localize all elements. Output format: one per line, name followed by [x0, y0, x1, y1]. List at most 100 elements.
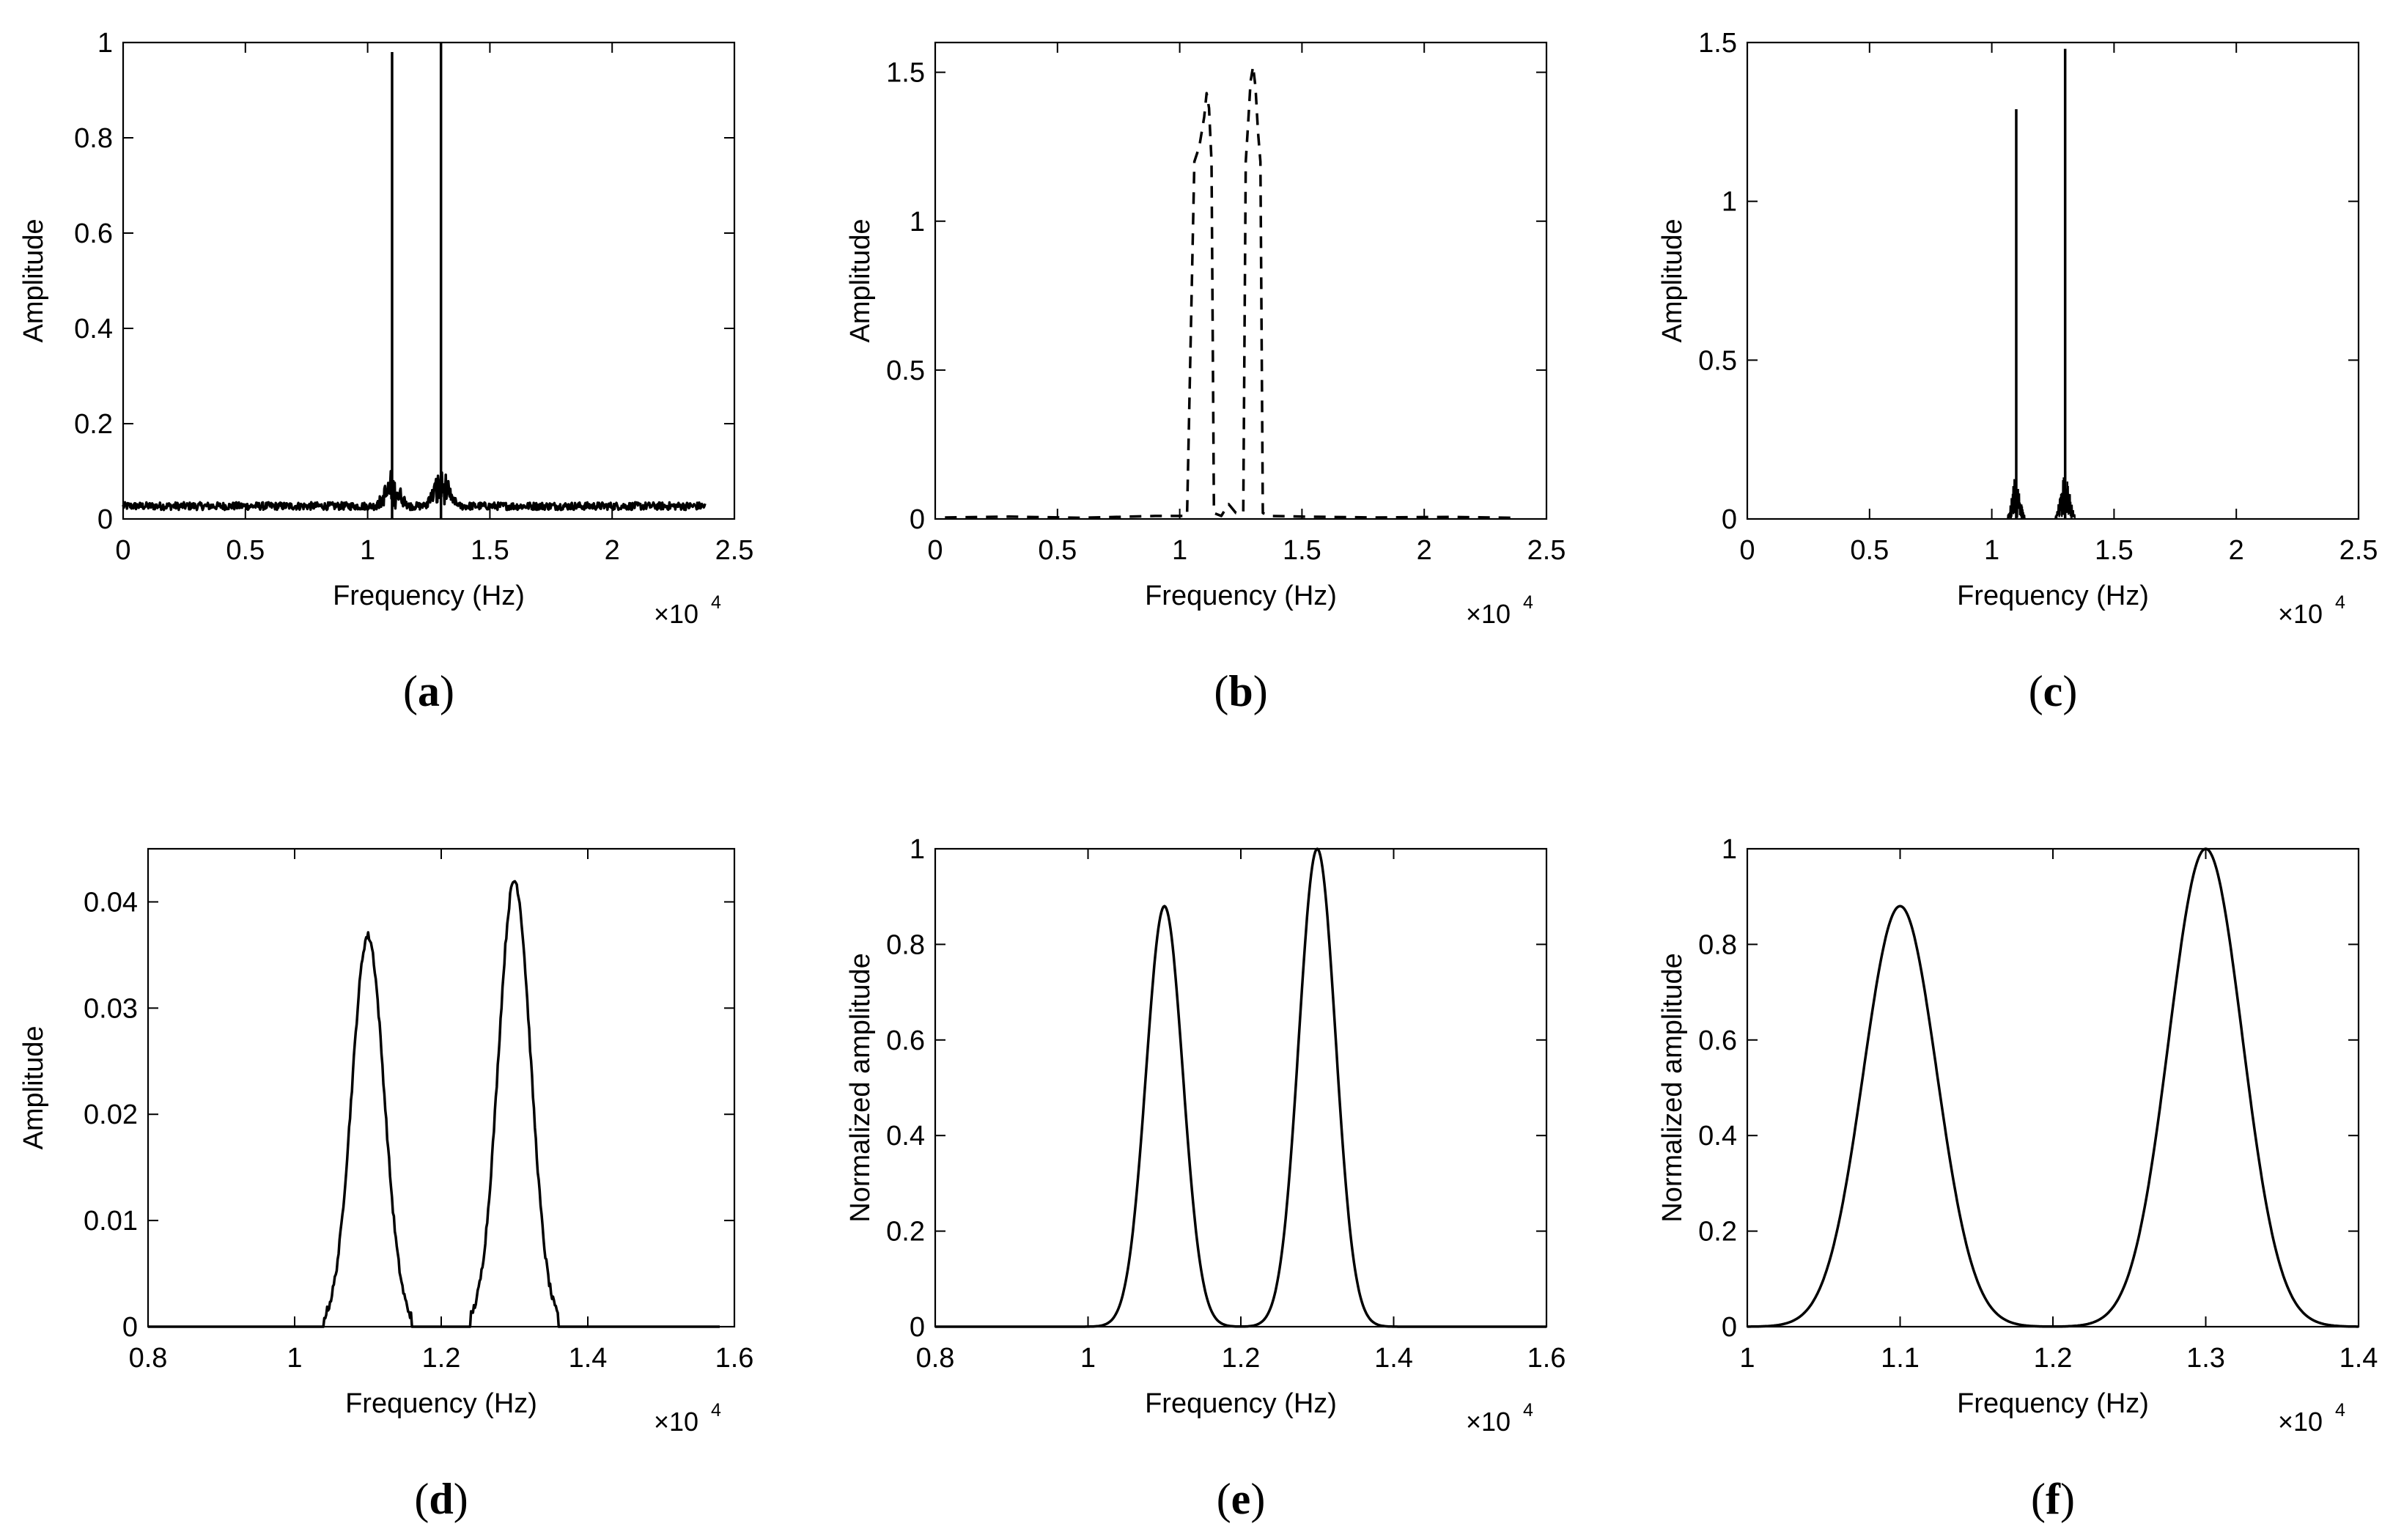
- series-line: [122, 470, 707, 512]
- panels: 0 0.5 1 1.5 2 2.5 0 0.2 0.4 0.6 0.8 1 Frequency (Hz)…: [18, 28, 2378, 1523]
- x-tick-label: 1.4: [1374, 1343, 1413, 1374]
- x-axis-exponent-power: 4: [2335, 1400, 2345, 1421]
- caption-close-paren: ): [2060, 1475, 2075, 1523]
- x-tick-label: 1.2: [422, 1343, 461, 1374]
- x-tick-label: 1.3: [2186, 1343, 2225, 1374]
- x-tick-label: 1.4: [569, 1343, 608, 1374]
- panel-caption: (a): [403, 667, 454, 715]
- plot-frame: [1746, 41, 2360, 520]
- panel-caption: (e): [1217, 1475, 1266, 1523]
- x-axis-exponent-base: ×10: [654, 599, 698, 629]
- chart-panel-e: 0.8 1 1.2 1.4 1.6 0 0.2 0.4 0.6 0.8 1 Frequency (Hz…: [845, 834, 1566, 1523]
- x-axis-exponent-power: 4: [711, 592, 721, 613]
- x-tick-label: 1.6: [715, 1343, 754, 1374]
- y-tick-label: 0.6: [886, 1025, 925, 1056]
- y-tick-label: 0: [122, 1312, 138, 1343]
- x-axis-exponent-base: ×10: [1466, 1407, 1511, 1437]
- y-tick-label: 0.6: [74, 218, 113, 249]
- x-tick-label: 1: [1080, 1343, 1096, 1374]
- series-line: [147, 880, 720, 1328]
- x-tick-label: 1.1: [1881, 1343, 1920, 1374]
- plot-frame: [122, 41, 736, 520]
- x-tick-label: 0.5: [1038, 535, 1077, 566]
- y-tick-label: 0: [97, 504, 113, 535]
- x-tick-label: 1.6: [1527, 1343, 1566, 1374]
- caption-open-paren: (: [403, 667, 418, 715]
- x-tick-label: 2: [1417, 535, 1432, 566]
- x-tick-label: 1.2: [1222, 1343, 1261, 1374]
- x-tick-label: 2: [605, 535, 620, 566]
- series-line: [934, 847, 1547, 1328]
- y-tick-label: 0.5: [886, 355, 925, 386]
- y-tick-label: 1: [97, 28, 113, 59]
- x-tick-label: 1: [1984, 535, 1999, 566]
- x-tick-label: 0.8: [916, 1343, 955, 1374]
- x-tick-label: 1.5: [471, 535, 509, 566]
- x-axis-exponent-base: ×10: [654, 1407, 698, 1437]
- x-tick-label: 2.5: [1527, 535, 1566, 566]
- caption-open-paren: (: [2029, 667, 2043, 715]
- x-axis-exponent-power: 4: [1523, 1400, 1533, 1421]
- series-line: [1747, 847, 2359, 1328]
- caption-close-paren: ): [1250, 1475, 1265, 1523]
- y-tick-label: 1.5: [1698, 28, 1737, 59]
- caption-letter: e: [1231, 1475, 1251, 1523]
- x-tick-label: 0.8: [129, 1343, 168, 1374]
- x-axis-label: Frequency (Hz): [1145, 581, 1337, 611]
- x-axis-label: Frequency (Hz): [1145, 1388, 1337, 1419]
- y-tick-label: 0.01: [84, 1206, 138, 1237]
- y-tick-label: 1.5: [886, 58, 925, 89]
- x-axis-label: Frequency (Hz): [1957, 1388, 2149, 1419]
- chart-panel-c: 0 0.5 1 1.5 2 2.5 0 0.5 1 1.5 Frequency (Hz) Amplit…: [1657, 28, 2378, 715]
- caption-letter: f: [2046, 1475, 2061, 1523]
- y-tick-label: 1: [910, 207, 925, 237]
- x-tick-label: 1: [360, 535, 375, 566]
- caption-open-paren: (: [1214, 667, 1228, 715]
- panel-caption: (d): [414, 1475, 468, 1523]
- y-tick-label: 0.4: [74, 314, 113, 345]
- x-tick-label: 1.2: [2034, 1343, 2073, 1374]
- y-tick-label: 0.4: [886, 1121, 925, 1152]
- x-tick-label: 1.4: [2339, 1343, 2378, 1374]
- caption-open-paren: (: [2031, 1475, 2046, 1523]
- x-tick-label: 0: [115, 535, 130, 566]
- x-tick-label: 1: [1172, 535, 1187, 566]
- x-tick-label: 1.5: [1283, 535, 1321, 566]
- panel-caption: (f): [2031, 1475, 2075, 1523]
- caption-open-paren: (: [1217, 1475, 1231, 1523]
- x-axis-label: Frequency (Hz): [1957, 581, 2149, 611]
- caption-letter: c: [2043, 667, 2063, 715]
- caption-close-paren: ): [1253, 667, 1268, 715]
- x-tick-label: 0.5: [226, 535, 265, 566]
- caption-close-paren: ): [2062, 667, 2077, 715]
- x-axis-exponent-power: 4: [2335, 592, 2345, 613]
- caption-letter: d: [429, 1475, 453, 1523]
- panel-caption: (b): [1214, 667, 1267, 715]
- chart-panel-b: 0 0.5 1 1.5 2 2.5 0 0.5 1 1.5 Frequency (Hz) Amplit…: [845, 41, 1566, 715]
- x-tick-label: 2: [2229, 535, 2244, 566]
- x-axis-exponent-power: 4: [1523, 592, 1533, 613]
- y-tick-label: 0: [910, 1312, 925, 1343]
- y-tick-label: 0: [1722, 1312, 1737, 1343]
- y-tick-label: 0.6: [1698, 1025, 1737, 1056]
- x-tick-label: 0: [927, 535, 943, 566]
- y-tick-label: 0.03: [84, 993, 138, 1024]
- y-axis-label: Amplitude: [18, 219, 49, 343]
- y-axis-label: Amplitude: [845, 219, 876, 343]
- x-axis-exponent-base: ×10: [2278, 599, 2323, 629]
- panel-caption: (c): [2029, 667, 2078, 715]
- caption-letter: a: [418, 667, 440, 715]
- x-axis-label: Frequency (Hz): [333, 581, 525, 611]
- x-tick-label: 1.5: [2095, 535, 2134, 566]
- y-axis-label: Normalized amplitude: [1657, 953, 1688, 1223]
- y-tick-label: 0.2: [886, 1217, 925, 1248]
- series-line: [945, 65, 1513, 520]
- x-axis-label: Frequency (Hz): [345, 1388, 537, 1419]
- caption-close-paren: ): [454, 1475, 468, 1523]
- y-tick-label: 0.2: [74, 409, 113, 440]
- caption-open-paren: (: [414, 1475, 429, 1523]
- y-tick-label: 1: [910, 834, 925, 865]
- chart-panel-d: 0.8 1 1.2 1.4 1.6 0 0.01 0.02 0.03 0.04 Frequency …: [18, 847, 754, 1523]
